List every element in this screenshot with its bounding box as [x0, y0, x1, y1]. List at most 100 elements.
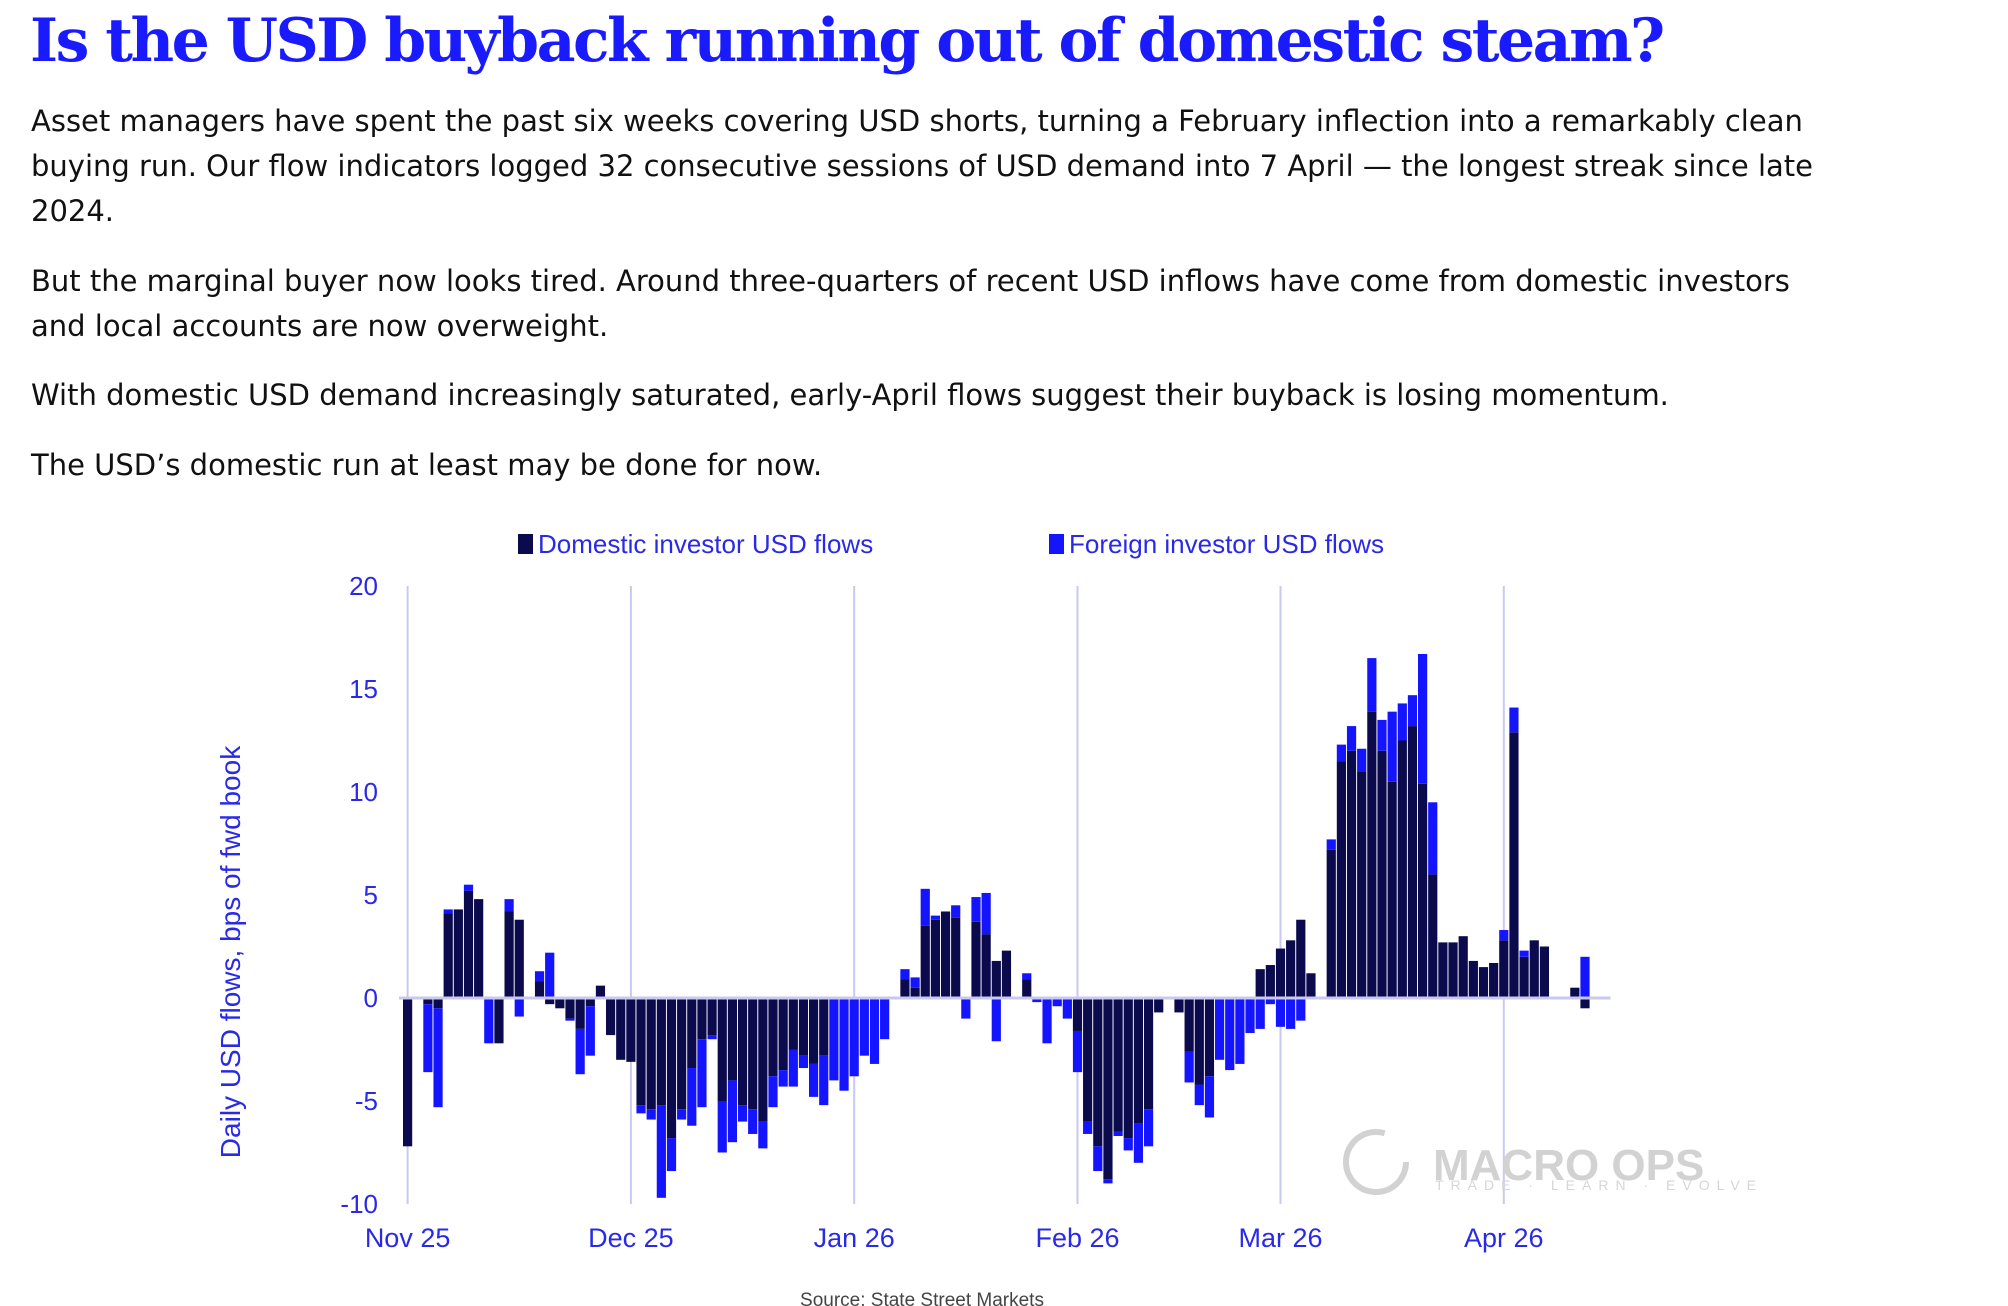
x-tick-label: Dec 25	[588, 1223, 674, 1253]
bar-domestic-85	[1265, 965, 1275, 998]
y-tick-label: -10	[340, 1189, 378, 1219]
bar-domestic-40	[809, 998, 819, 1064]
bar-domestic-94	[1357, 771, 1367, 998]
bar-domestic-59	[1001, 950, 1012, 998]
legend: Domestic investor USD flows Foreign inve…	[518, 529, 1384, 559]
bar-foreign-82	[1235, 998, 1245, 1064]
bar-domestic-27	[677, 998, 687, 1110]
bar-domestic-52	[930, 919, 940, 998]
bar-domestic-112	[1539, 946, 1549, 998]
y-tick-label: 15	[349, 674, 378, 704]
bar-domestic-7	[474, 899, 484, 998]
bar-domestic-32	[727, 998, 737, 1081]
bar-foreign-79	[1204, 1076, 1215, 1118]
bar-foreign-91	[1326, 839, 1336, 850]
bar-foreign-40	[809, 1063, 819, 1097]
y-tick-label: 5	[364, 880, 378, 910]
bar-domestic-9	[494, 998, 504, 1044]
bar-foreign-99	[1407, 695, 1418, 727]
bar-domestic-93	[1346, 750, 1357, 998]
usd-flows-chart: 20 15 10 5 0 -5 -10 Nov 25 Dec 25 Jan 26 Feb 26 Ma…	[215, 529, 1756, 1306]
bar-foreign-83	[1245, 998, 1255, 1034]
bar-domestic-71	[1123, 998, 1133, 1139]
bar-foreign-31	[717, 1101, 727, 1153]
bar-domestic-107	[1489, 962, 1499, 998]
bar-foreign-52	[930, 915, 940, 920]
bar-foreign-96	[1377, 719, 1387, 751]
bar-domestic-116	[1580, 998, 1590, 1009]
bar-foreign-95	[1367, 658, 1377, 712]
bar-domestic-98	[1397, 740, 1407, 998]
bar-domestic-66	[1072, 998, 1083, 1031]
bar-foreign-86	[1275, 998, 1286, 1027]
bar-domestic-73	[1143, 998, 1154, 1110]
bar-foreign-62	[1032, 998, 1042, 1003]
bar-domestic-115	[1570, 987, 1580, 998]
bar-domestic-105	[1468, 960, 1478, 998]
bar-domestic-6	[463, 890, 474, 998]
bar-foreign-16	[565, 1018, 575, 1021]
bar-foreign-42	[829, 998, 839, 1081]
y-tick-label: 20	[349, 571, 378, 601]
bar-domestic-72	[1133, 998, 1143, 1124]
bar-foreign-29	[697, 1039, 707, 1108]
bar-foreign-43	[839, 998, 849, 1091]
bar-domestic-70	[1113, 998, 1123, 1132]
bar-domestic-57	[981, 934, 991, 998]
bar-foreign-56	[971, 897, 981, 922]
bar-foreign-37	[778, 1070, 788, 1087]
bar-domestic-5	[453, 909, 463, 998]
bar-domestic-2	[423, 998, 433, 1005]
bar-domestic-14	[545, 998, 555, 1005]
bar-foreign-25	[656, 1105, 666, 1198]
bar-foreign-6	[463, 884, 474, 891]
bar-domestic-99	[1407, 726, 1418, 998]
bar-domestic-109	[1509, 732, 1519, 998]
bar-foreign-69	[1103, 1179, 1113, 1184]
bar-foreign-26	[666, 1138, 677, 1172]
bar-domestic-84	[1255, 969, 1265, 998]
bar-domestic-21	[616, 998, 626, 1060]
bar-domestic-28	[687, 998, 697, 1069]
bar-domestic-91	[1326, 849, 1336, 998]
bar-domestic-86	[1275, 948, 1286, 998]
bar-foreign-8	[484, 998, 494, 1044]
bar-domestic-19	[595, 985, 606, 998]
paragraph-1: Asset managers have spent the past six w…	[31, 104, 1813, 228]
bar-domestic-69	[1103, 998, 1113, 1180]
bar-domestic-108	[1499, 940, 1509, 998]
bar-domestic-3	[433, 998, 443, 1009]
bar-domestic-4	[443, 913, 453, 998]
bar-domestic-104	[1458, 936, 1468, 998]
paragraph-3: With domestic USD demand increasingly sa…	[31, 378, 1669, 412]
bar-foreign-10	[504, 899, 514, 912]
bar-foreign-49	[900, 969, 910, 980]
bar-foreign-92	[1336, 744, 1346, 762]
bar-foreign-88	[1296, 998, 1306, 1021]
bar-foreign-18	[585, 1006, 595, 1056]
bar-foreign-64	[1052, 998, 1062, 1007]
bar-domestic-18	[585, 998, 595, 1007]
bar-foreign-4	[443, 909, 453, 914]
bar-foreign-2	[423, 1004, 433, 1073]
bar-domestic-68	[1093, 998, 1103, 1147]
bar-domestic-96	[1377, 750, 1387, 998]
bar-foreign-66	[1072, 1030, 1083, 1073]
bar-domestic-13	[534, 981, 545, 998]
watermark: MACRO OPS TRADE · LEARN · EVOLVE	[1343, 1129, 1756, 1195]
y-tick-label: 10	[349, 777, 378, 807]
bar-foreign-33	[737, 1105, 748, 1122]
bar-foreign-44	[849, 998, 859, 1077]
bar-foreign-38	[788, 1049, 798, 1087]
bar-foreign-93	[1346, 726, 1357, 751]
bar-domestic-110	[1519, 956, 1529, 998]
watermark-logo-icon	[1343, 1129, 1409, 1195]
bar-foreign-94	[1357, 748, 1367, 772]
bar-domestic-41	[819, 998, 829, 1056]
bar-domestic-10	[504, 911, 514, 998]
bar-domestic-89	[1306, 973, 1316, 998]
bar-domestic-87	[1286, 940, 1296, 998]
bar-domestic-106	[1478, 967, 1489, 998]
bar-foreign-80	[1215, 998, 1225, 1060]
bar-foreign-28	[687, 1068, 697, 1126]
